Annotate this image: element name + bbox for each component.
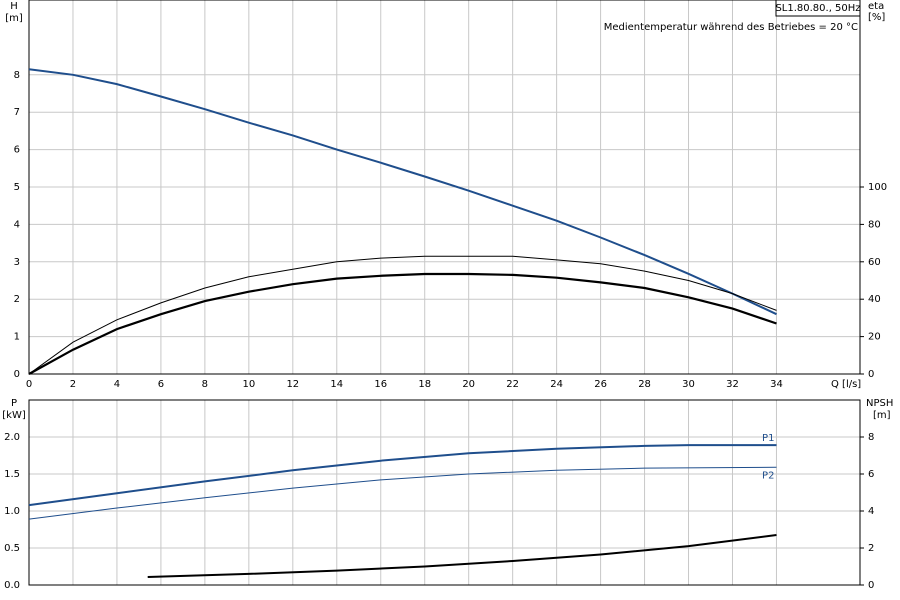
curve <box>28 444 777 507</box>
model-box <box>775 0 861 17</box>
y2-tick-label: 100 <box>868 182 887 193</box>
y-axis-title: H <box>10 1 18 12</box>
curve <box>28 272 777 375</box>
y-tick-label: 2.0 <box>4 432 20 443</box>
y2-tick-label: 4 <box>868 506 874 517</box>
y-tick-label: 0 <box>14 369 20 380</box>
model-label: SL1.80.80., 50Hz <box>775 3 860 14</box>
y2-axis-unit: [m] <box>873 410 891 421</box>
y-tick-label: 4 <box>14 219 20 230</box>
curve <box>147 534 777 578</box>
x-tick-label: 6 <box>158 379 164 390</box>
y-tick-label: 0.5 <box>4 543 20 554</box>
y-tick-label: 6 <box>14 145 20 156</box>
x-tick-label: 30 <box>682 379 695 390</box>
legend-label: P2 <box>762 470 774 481</box>
x-tick-label: 0 <box>26 379 32 390</box>
y2-tick-label: 0 <box>868 369 874 380</box>
y2-tick-label: 0 <box>868 580 874 591</box>
legend-label: P1 <box>762 433 774 444</box>
y2-tick-label: 6 <box>868 469 874 480</box>
x-tick-label: 34 <box>770 379 783 390</box>
note: Medientemperatur während des Betriebes =… <box>604 22 858 33</box>
y-tick-label: 8 <box>14 70 20 81</box>
x-axis-title: Q [l/s] <box>831 379 861 390</box>
x-tick-label: 32 <box>726 379 739 390</box>
x-tick-label: 20 <box>462 379 475 390</box>
y2-tick-label: 20 <box>868 332 881 343</box>
y2-tick-label: 80 <box>868 219 881 230</box>
x-tick-label: 2 <box>70 379 76 390</box>
y-tick-label: 7 <box>14 107 20 118</box>
x-tick-label: 24 <box>550 379 563 390</box>
curve <box>28 68 777 316</box>
y2-tick-label: 60 <box>868 257 881 268</box>
y-axis-unit: [kW] <box>2 410 26 421</box>
x-tick-label: 12 <box>286 379 299 390</box>
y-tick-label: 1.0 <box>4 506 20 517</box>
y2-tick-label: 40 <box>868 294 881 305</box>
curve <box>28 466 777 520</box>
y-axis-title: P <box>11 398 17 409</box>
x-tick-label: 8 <box>202 379 208 390</box>
y2-axis-unit: [%] <box>868 12 885 23</box>
x-tick-label: 26 <box>594 379 607 390</box>
y-tick-label: 2 <box>14 294 20 305</box>
y-tick-label: 5 <box>14 182 20 193</box>
y-tick-label: 1 <box>14 332 20 343</box>
y-tick-label: 1.5 <box>4 469 20 480</box>
y-tick-label: 3 <box>14 257 20 268</box>
y2-tick-label: 2 <box>868 543 874 554</box>
x-tick-label: 18 <box>418 379 431 390</box>
y2-axis-title: eta <box>868 1 884 12</box>
curve <box>28 255 777 375</box>
y2-axis-title: NPSH <box>866 398 893 409</box>
y-tick-label: 0.0 <box>4 580 20 591</box>
plot-frame <box>28 0 861 375</box>
x-tick-label: 14 <box>330 379 343 390</box>
x-tick-label: 4 <box>114 379 120 390</box>
y2-tick-label: 8 <box>868 432 874 443</box>
x-tick-label: 16 <box>374 379 387 390</box>
x-tick-label: 10 <box>242 379 255 390</box>
plot-frame <box>28 399 861 586</box>
y-axis-unit: [m] <box>5 13 23 24</box>
x-tick-label: 22 <box>506 379 519 390</box>
x-tick-label: 28 <box>638 379 651 390</box>
